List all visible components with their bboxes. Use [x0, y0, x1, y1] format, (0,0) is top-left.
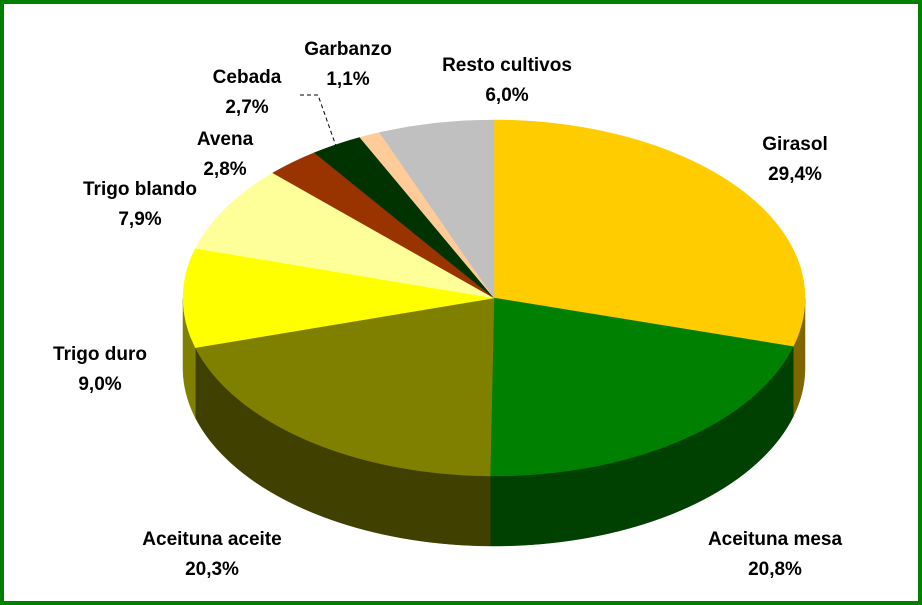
- slice-value-label: 7,9%: [118, 209, 161, 230]
- slice-label: Aceituna aceite: [142, 529, 281, 550]
- slice-label: Trigo blando: [83, 179, 197, 200]
- slice: [194, 172, 495, 299]
- slice-value-label: 2,7%: [225, 97, 268, 118]
- slice-label: Girasol: [762, 134, 827, 155]
- slice-value-label: 20,8%: [748, 559, 802, 580]
- slice: [489, 297, 794, 477]
- slice: [182, 248, 495, 348]
- slice: [194, 297, 495, 477]
- leader-line: [300, 94, 337, 147]
- slice-label: Avena: [197, 129, 254, 150]
- slice-label: Trigo duro: [53, 344, 147, 365]
- slice-value-label: 1,1%: [326, 69, 369, 90]
- slice-value-label: 2,8%: [203, 159, 246, 180]
- slice-label: Aceituna mesa: [708, 529, 843, 550]
- slice-value-label: 29,4%: [768, 164, 822, 185]
- slice: [493, 119, 806, 347]
- slice-label: Resto cultivos: [442, 55, 572, 76]
- slice-value-label: 9,0%: [78, 374, 121, 395]
- slice-value-label: 20,3%: [185, 559, 239, 580]
- slice-label: Garbanzo: [304, 39, 392, 60]
- slice: [379, 119, 495, 299]
- pie-labels: Girasol 29,4% Aceituna mesa 20,8% Aceituna a…: [53, 39, 842, 580]
- slice-value-label: 6,0%: [485, 85, 528, 106]
- slice-label: Cebada: [213, 67, 282, 88]
- pie-tops: [182, 119, 806, 477]
